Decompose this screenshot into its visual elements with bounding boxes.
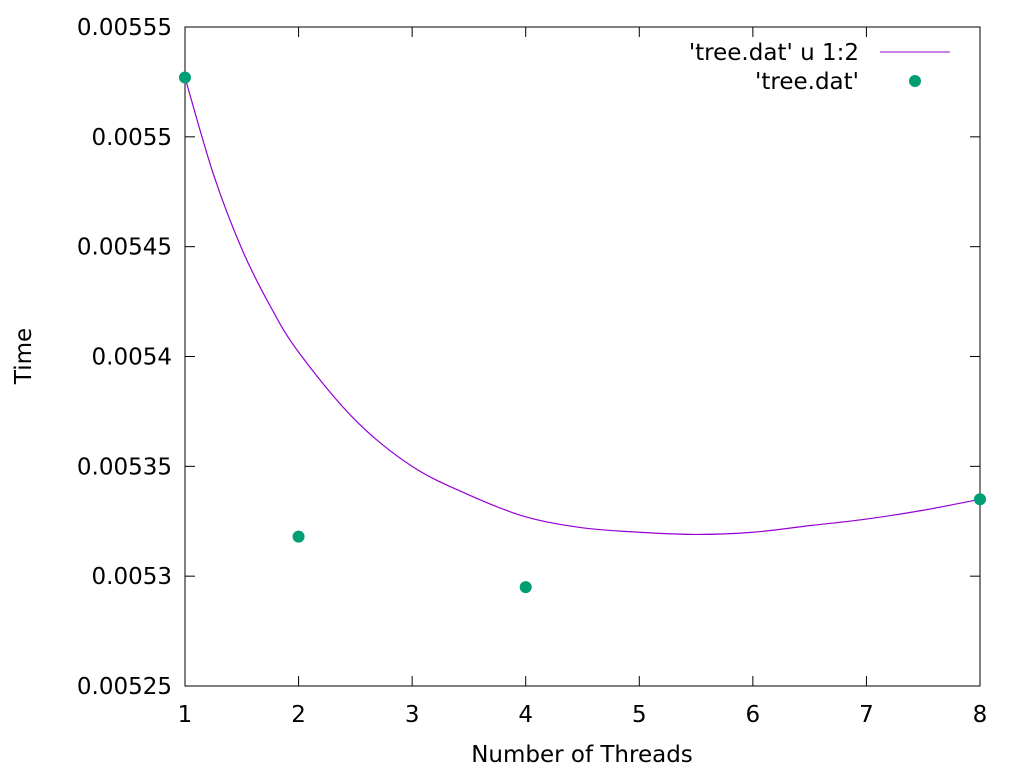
y-tick-label-4: 0.00545 <box>77 235 172 261</box>
x-tick-label-6: 7 <box>859 702 874 728</box>
x-tick-label-4: 5 <box>632 702 647 728</box>
x-axis-label: Number of Threads <box>471 742 693 768</box>
x-tick-label-2: 3 <box>405 702 420 728</box>
y-tick-label-3: 0.0054 <box>92 345 172 371</box>
x-tick-label-1: 2 <box>291 702 306 728</box>
y-tick-label-2: 0.00535 <box>77 454 172 480</box>
y-tick-label-6: 0.00555 <box>77 15 172 41</box>
series-layer <box>179 71 986 594</box>
x-tick-label-0: 1 <box>178 702 193 728</box>
y-tick-labels: 0.00525 0.0053 0.00535 0.0054 0.00545 0.0055 0… <box>77 15 172 700</box>
legend: 'tree.dat' u 1:2 'tree.dat' <box>689 40 950 95</box>
legend-label-points: 'tree.dat' <box>755 69 859 95</box>
data-point-3 <box>974 493 986 506</box>
y-axis-label: Time <box>11 328 37 385</box>
legend-label-fit: 'tree.dat' u 1:2 <box>689 40 859 66</box>
y-tick-label-1: 0.0053 <box>92 564 172 590</box>
x-tick-labels: 1 2 3 4 5 6 7 8 <box>178 702 988 728</box>
x-tick-label-3: 4 <box>518 702 533 728</box>
legend-swatch-points <box>909 75 921 87</box>
x-tick-label-7: 8 <box>973 702 988 728</box>
data-point-0 <box>179 71 191 84</box>
data-point-1 <box>292 530 305 543</box>
x-tick-label-5: 6 <box>746 702 761 728</box>
data-point-2 <box>519 581 532 594</box>
plot-frame <box>184 26 981 687</box>
y-tick-label-5: 0.0055 <box>92 125 172 151</box>
y-tick-label-0: 0.00525 <box>77 674 172 700</box>
axis-ticks <box>184 26 981 687</box>
series-line-0 <box>184 77 981 536</box>
